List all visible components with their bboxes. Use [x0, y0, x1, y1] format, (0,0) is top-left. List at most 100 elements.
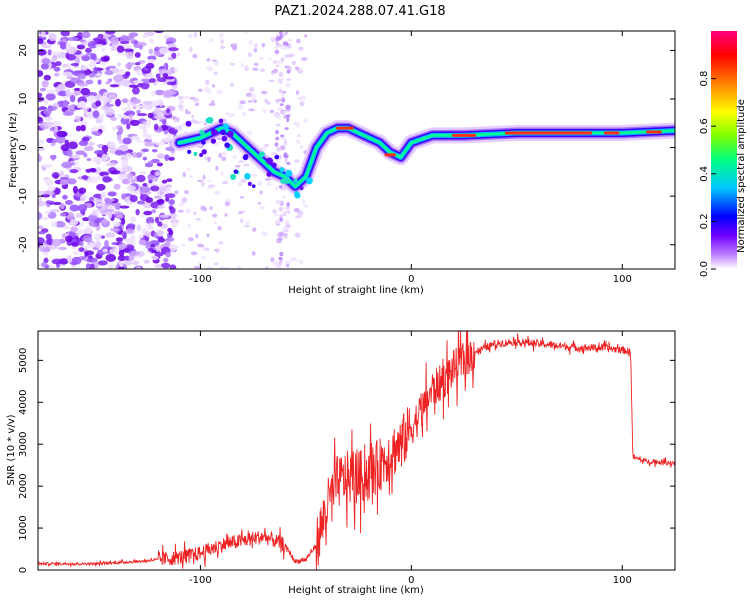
noise-blob	[114, 149, 124, 156]
noise-blob	[284, 127, 289, 130]
noise-blob	[68, 141, 78, 150]
noise-blob	[70, 77, 81, 84]
noise-blob	[264, 178, 272, 181]
noise-blob	[96, 183, 106, 191]
noise-blob	[85, 79, 94, 85]
noise-blob	[111, 126, 117, 131]
noise-blob	[191, 114, 195, 119]
noise-blob	[285, 104, 292, 110]
noise-blob	[111, 170, 121, 175]
noise-blob	[60, 31, 70, 37]
noise-blob	[78, 247, 85, 252]
noise-blob	[180, 243, 187, 247]
colorbar-tick-label: 0.8	[699, 71, 710, 87]
noise-blob	[168, 199, 175, 205]
noise-blob	[138, 171, 147, 175]
noise-blob	[109, 227, 120, 232]
noise-blob	[93, 209, 101, 214]
noise-blob	[91, 126, 99, 133]
noise-blob	[79, 241, 84, 247]
noise-blob	[59, 203, 65, 210]
noise-blob	[254, 43, 258, 49]
noise-blob	[284, 31, 288, 35]
noise-blob	[230, 82, 235, 88]
noise-blob	[275, 123, 281, 127]
noise-blob	[213, 60, 219, 67]
noise-blob	[87, 91, 98, 97]
noise-blob	[81, 31, 91, 39]
noise-blob	[303, 34, 308, 38]
noise-blob	[266, 181, 272, 187]
noise-blob	[66, 178, 77, 185]
noise-blob	[161, 119, 167, 126]
noise-blob	[275, 159, 281, 164]
noise-blob	[116, 133, 122, 141]
noise-blob	[261, 231, 268, 237]
ridge-knot	[251, 184, 256, 188]
noise-blob	[67, 36, 79, 42]
spectrogram-y-axis-label: Frequency (Hz)	[8, 112, 19, 188]
noise-blob	[110, 116, 117, 121]
noise-blob	[121, 218, 126, 225]
noise-blob	[159, 214, 170, 218]
noise-blob	[117, 255, 126, 262]
noise-blob	[275, 185, 279, 192]
noise-blob	[195, 217, 201, 221]
noise-blob	[251, 173, 258, 177]
noise-blob	[213, 190, 221, 195]
noise-blob	[125, 63, 133, 69]
noise-blob	[132, 98, 142, 104]
x-tick-label: 0	[408, 575, 414, 586]
noise-blob	[67, 133, 72, 138]
noise-blob	[249, 86, 255, 92]
noise-blob	[296, 139, 301, 145]
noise-blob	[197, 261, 203, 266]
noise-blob	[257, 180, 262, 187]
noise-blob	[81, 55, 91, 62]
noise-blob	[277, 60, 284, 65]
noise-blob	[166, 178, 173, 183]
noise-blob	[213, 71, 218, 76]
noise-blob	[85, 225, 92, 234]
noise-blob	[279, 231, 285, 237]
noise-blob	[126, 185, 136, 192]
noise-blob	[105, 254, 117, 262]
noise-blob	[224, 213, 228, 217]
noise-blob	[245, 92, 253, 97]
noise-blob	[129, 250, 140, 256]
noise-blob	[145, 216, 155, 225]
noise-blob	[81, 137, 90, 142]
noise-blob	[75, 125, 82, 132]
noise-blob	[119, 41, 130, 45]
y-tick-label: -20	[18, 237, 29, 253]
noise-blob	[294, 159, 300, 163]
noise-blob	[203, 86, 210, 92]
ridge-knot	[218, 118, 224, 124]
noise-blob	[297, 134, 301, 138]
noise-blob	[130, 178, 135, 184]
noise-blob	[38, 116, 44, 124]
noise-blob	[171, 221, 178, 228]
noise-blob	[285, 224, 292, 228]
noise-blob	[81, 107, 90, 111]
noise-blob	[188, 175, 194, 179]
noise-blob	[184, 189, 189, 195]
noise-blob	[86, 257, 98, 263]
noise-blob	[173, 68, 179, 73]
noise-blob	[97, 79, 102, 85]
noise-blob	[221, 180, 229, 185]
noise-blob	[279, 103, 284, 106]
noise-blob	[92, 110, 100, 119]
noise-blob	[128, 254, 135, 262]
noise-blob	[137, 83, 143, 88]
noise-blob	[67, 149, 73, 158]
noise-blob	[40, 216, 50, 221]
noise-blob	[142, 156, 147, 161]
noise-blob	[101, 105, 110, 111]
noise-blob	[151, 209, 157, 214]
noise-blob	[142, 100, 153, 105]
y-tick-label: 1000	[18, 515, 29, 540]
noise-blob	[281, 110, 288, 114]
noise-blob	[154, 31, 164, 34]
